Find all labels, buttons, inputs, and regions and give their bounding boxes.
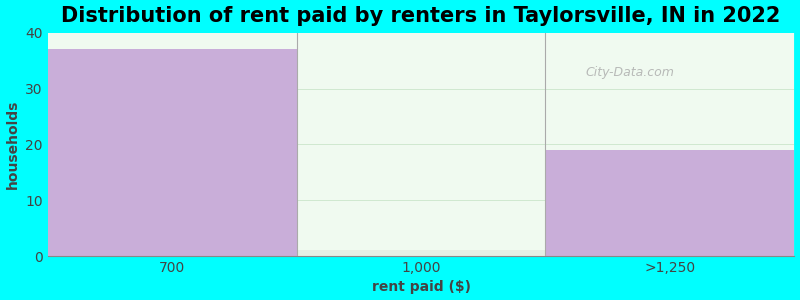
Y-axis label: households: households bbox=[6, 100, 19, 189]
Title: Distribution of rent paid by renters in Taylorsville, IN in 2022: Distribution of rent paid by renters in … bbox=[62, 6, 781, 26]
X-axis label: rent paid ($): rent paid ($) bbox=[371, 280, 470, 294]
Bar bbox=[546, 150, 794, 256]
Bar bbox=[47, 50, 297, 256]
Bar bbox=[297, 250, 546, 256]
Text: City-Data.com: City-Data.com bbox=[586, 66, 674, 80]
